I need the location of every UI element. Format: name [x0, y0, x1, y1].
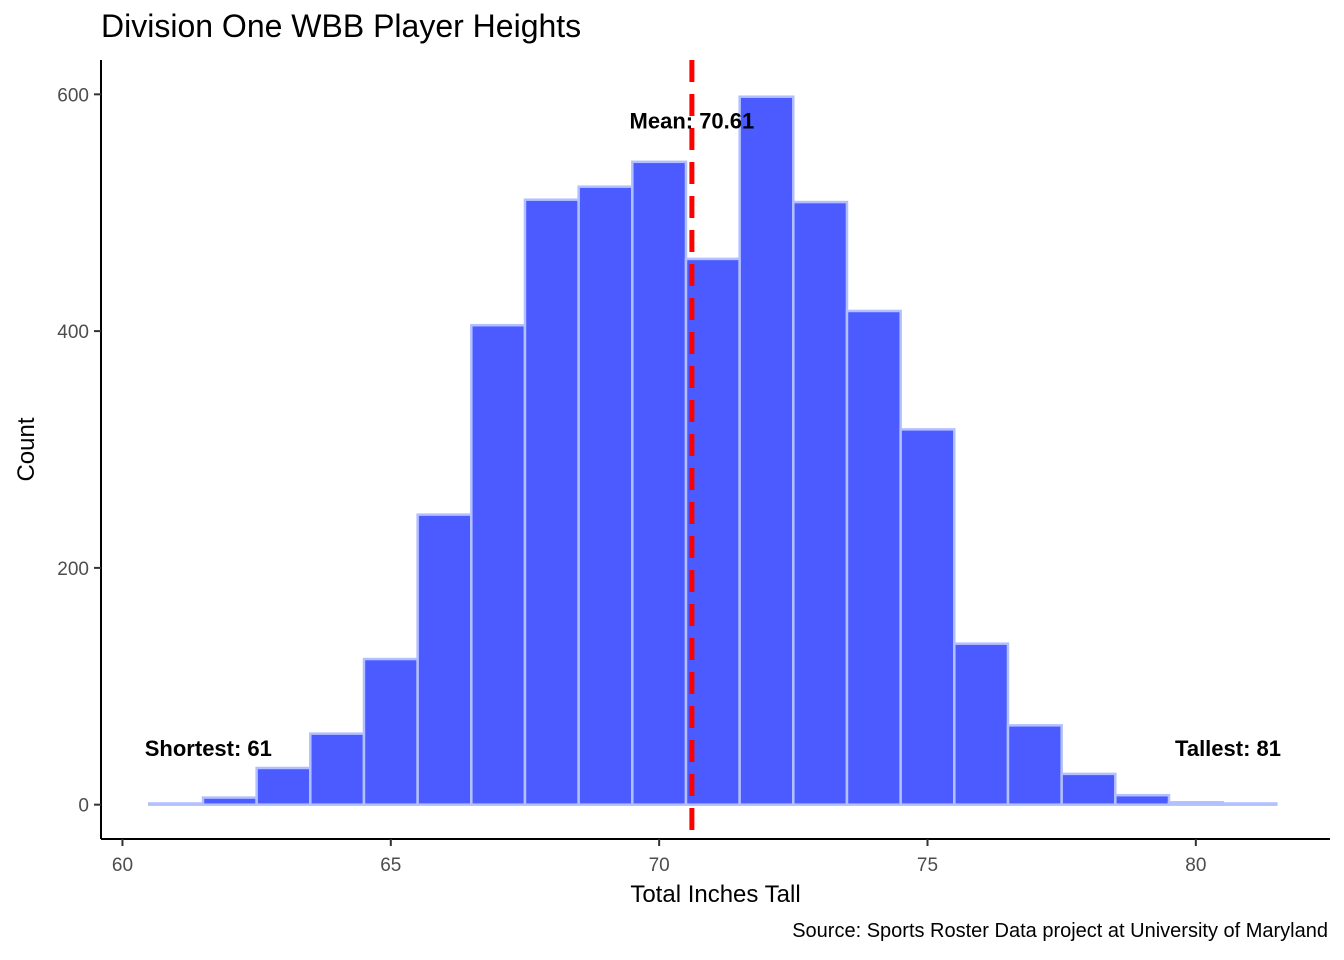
histogram-bar: [1006, 724, 1063, 806]
histogram-bar: [1221, 802, 1278, 806]
y-axis-title: Count: [13, 417, 40, 481]
y-ticks: 0 200 400 600: [57, 85, 101, 817]
histogram-bar: [845, 309, 902, 806]
x-tick-label: 65: [380, 855, 401, 876]
shortest-annotation: Shortest: 61: [145, 736, 272, 761]
y-tick-label: 200: [57, 559, 89, 580]
histogram-bar: [470, 323, 527, 806]
histogram-bar: [684, 257, 741, 806]
histogram-bar: [1060, 772, 1117, 806]
histogram-bar: [1114, 793, 1171, 806]
histogram-bar: [792, 200, 849, 806]
source-caption: Source: Sports Roster Data project at Un…: [792, 920, 1328, 942]
x-tick-label: 60: [112, 855, 133, 876]
tallest-annotation: Tallest: 81: [1175, 736, 1281, 761]
histogram-bar: [201, 796, 258, 806]
histogram-bar: [631, 160, 688, 806]
histogram-bar: [953, 642, 1010, 806]
histogram-bar: [577, 185, 634, 806]
histogram-bar: [309, 732, 366, 806]
bars-layer: [148, 95, 1278, 806]
histogram-bar: [362, 657, 419, 806]
histogram-bar: [738, 95, 795, 806]
mean-label: Mean: 70.61: [630, 108, 755, 133]
histogram-bar: [523, 198, 580, 806]
y-tick-label: 0: [78, 796, 89, 817]
chart-title: Division One WBB Player Heights: [101, 8, 582, 44]
y-tick-label: 600: [57, 85, 89, 106]
histogram-bar: [1167, 801, 1224, 806]
x-tick-label: 80: [1185, 855, 1206, 876]
histogram-bar: [899, 428, 956, 806]
histogram-bar: [148, 802, 205, 806]
y-tick-label: 400: [57, 322, 89, 343]
histogram-bar: [255, 766, 312, 806]
x-ticks: 60 65 70 75 80: [112, 839, 1206, 876]
histogram-bar: [416, 513, 473, 806]
x-tick-label: 70: [649, 855, 670, 876]
x-tick-label: 75: [917, 855, 938, 876]
x-axis-title: Total Inches Tall: [630, 881, 800, 908]
